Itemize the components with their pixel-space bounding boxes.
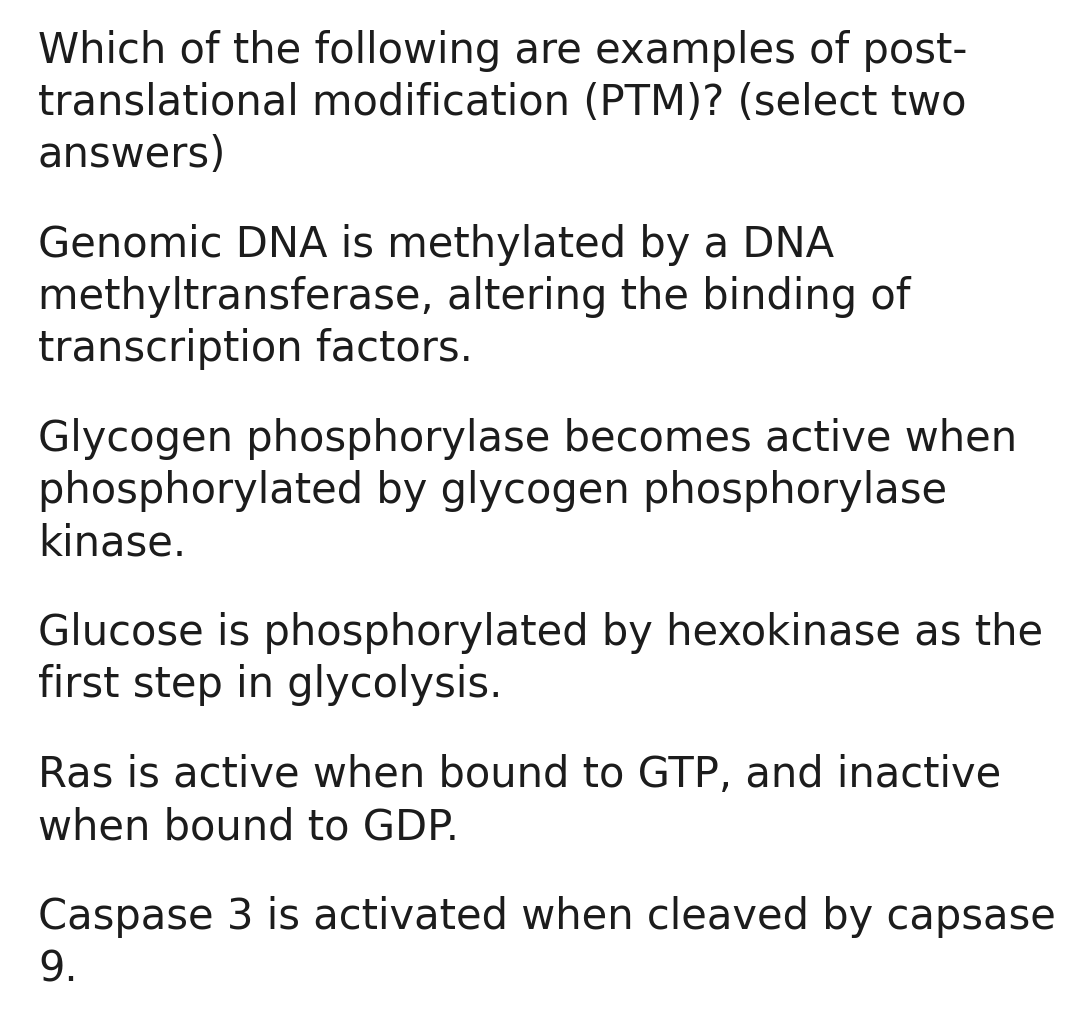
Text: transcription factors.: transcription factors. — [38, 328, 473, 370]
Text: kinase.: kinase. — [38, 522, 186, 564]
Text: phosphorylated by glycogen phosphorylase: phosphorylated by glycogen phosphorylase — [38, 470, 947, 512]
Text: Glucose is phosphorylated by hexokinase as the: Glucose is phosphorylated by hexokinase … — [38, 612, 1043, 654]
Text: Genomic DNA is methylated by a DNA: Genomic DNA is methylated by a DNA — [38, 224, 834, 266]
Text: 9.: 9. — [38, 949, 78, 990]
Text: answers): answers) — [38, 134, 227, 176]
Text: Caspase 3 is activated when cleaved by capsase: Caspase 3 is activated when cleaved by c… — [38, 896, 1056, 938]
Text: methyltransferase, altering the binding of: methyltransferase, altering the binding … — [38, 276, 910, 318]
Text: when bound to GDP.: when bound to GDP. — [38, 806, 459, 848]
Text: translational modification (PTM)? (select two: translational modification (PTM)? (selec… — [38, 82, 967, 124]
Text: first step in glycolysis.: first step in glycolysis. — [38, 664, 502, 706]
Text: Which of the following are examples of post-: Which of the following are examples of p… — [38, 30, 968, 72]
Text: Glycogen phosphorylase becomes active when: Glycogen phosphorylase becomes active wh… — [38, 418, 1017, 460]
Text: Ras is active when bound to GTP, and inactive: Ras is active when bound to GTP, and ina… — [38, 753, 1001, 796]
